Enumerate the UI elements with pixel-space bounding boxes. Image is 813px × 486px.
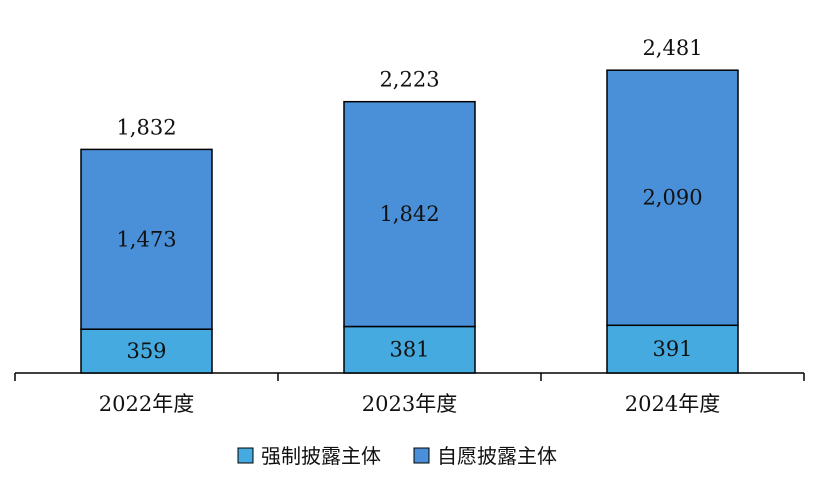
x-tick-label: 2023年度 <box>362 392 457 416</box>
bar-segment-voluntary <box>606 69 739 327</box>
total-label: 2,481 <box>642 36 702 60</box>
data-label: 359 <box>126 339 166 363</box>
data-label: 381 <box>389 338 429 362</box>
total-label: 1,832 <box>116 115 176 139</box>
total-label: 2,223 <box>379 68 439 92</box>
data-label: 1,842 <box>379 202 439 226</box>
data-label: 1,473 <box>116 227 176 251</box>
x-tick-label: 2024年度 <box>625 392 720 416</box>
x-tick-label: 2022年度 <box>99 392 194 416</box>
legend-swatch-mandatory <box>237 447 254 464</box>
data-label: 391 <box>652 337 692 361</box>
data-label: 2,090 <box>642 186 702 210</box>
legend-label: 自愿披露主体 <box>437 444 557 468</box>
legend-label: 强制披露主体 <box>261 444 381 468</box>
bar-segment-voluntary <box>80 148 213 330</box>
bar-segment-voluntary <box>343 100 476 328</box>
bar-segment-mandatory <box>80 328 213 374</box>
legend-swatch-voluntary <box>413 447 430 464</box>
